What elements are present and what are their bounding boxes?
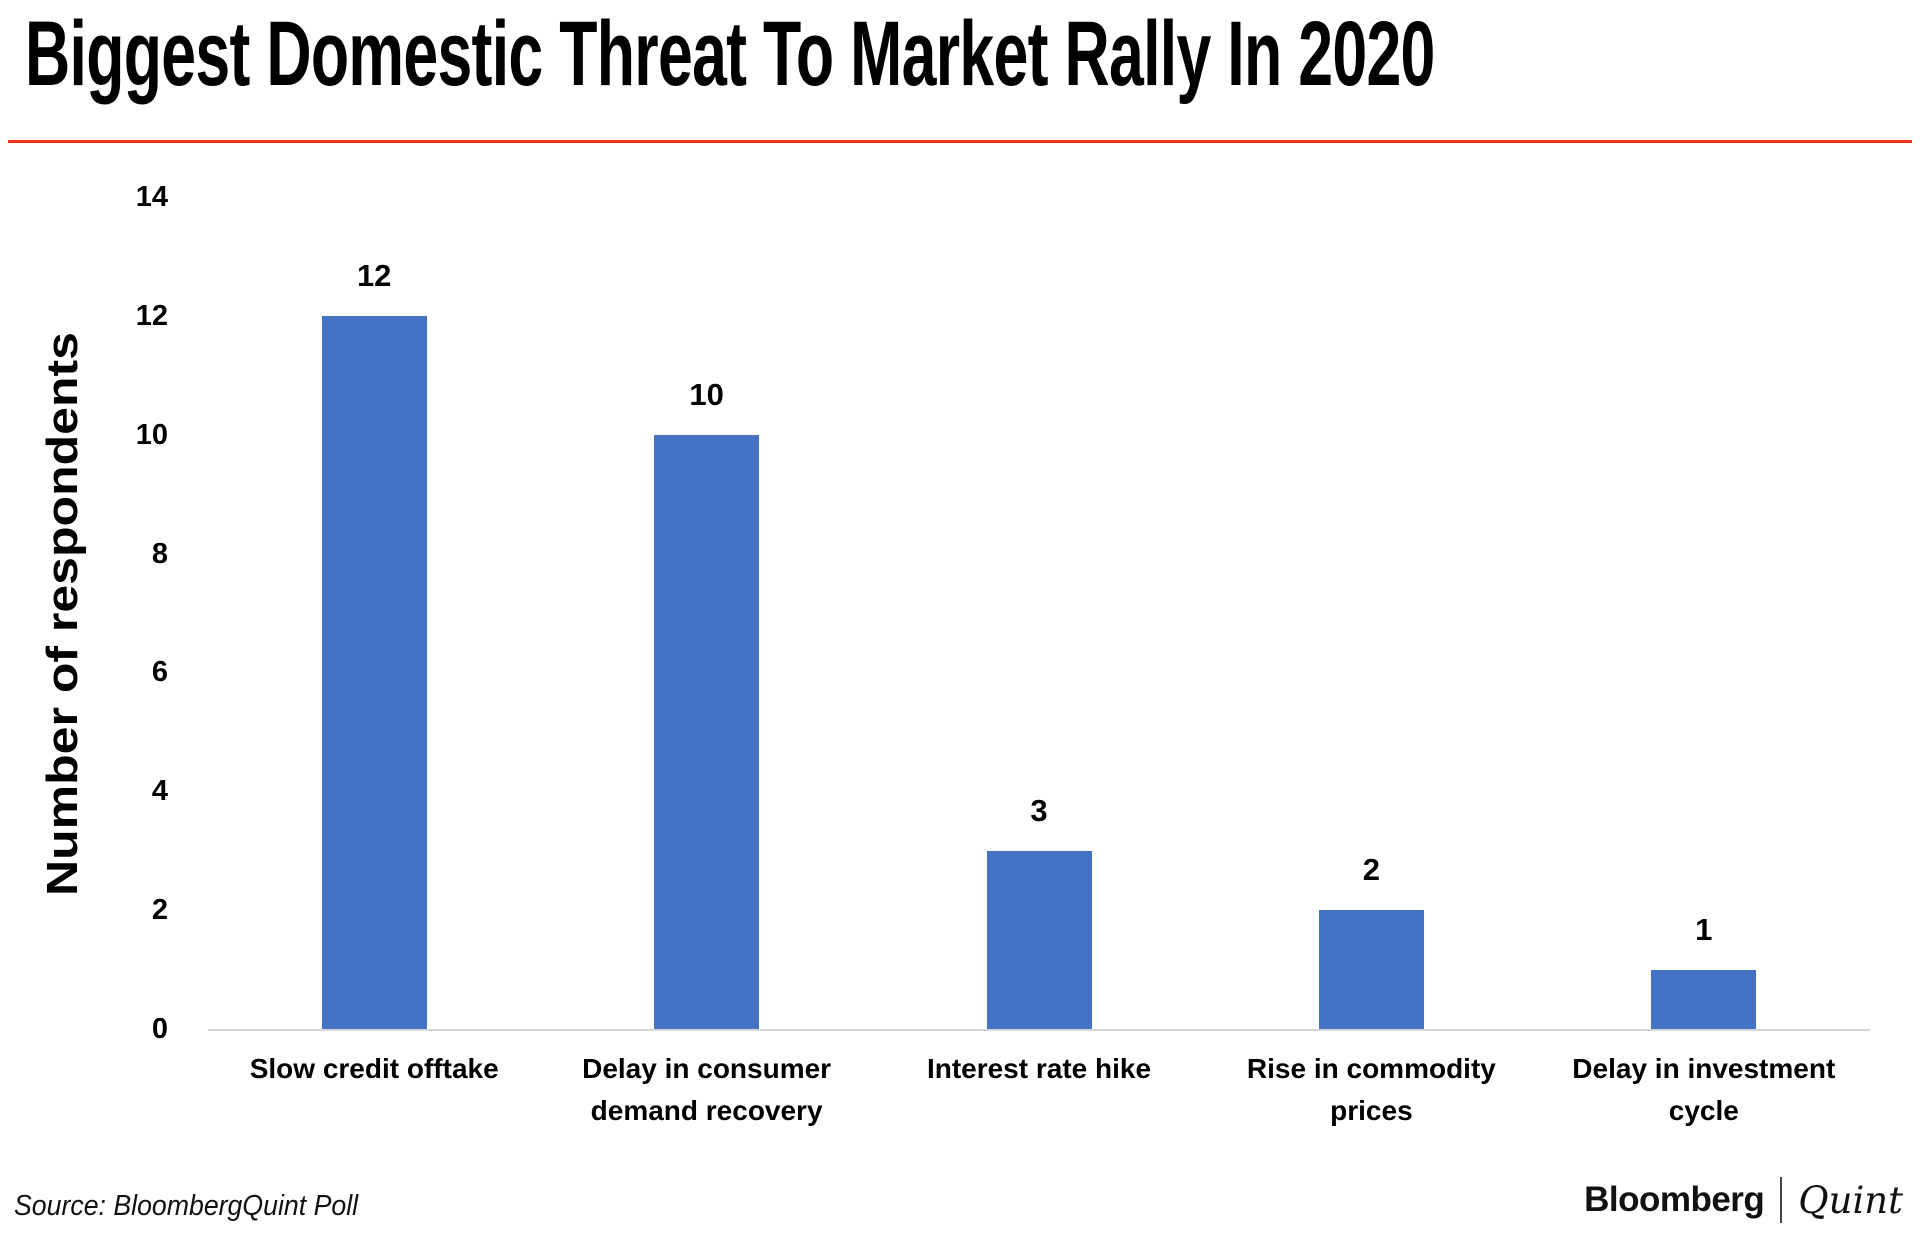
brand-separator-line: [1780, 1177, 1783, 1223]
bar: [1318, 910, 1424, 1029]
y-tick-label: 14: [135, 181, 168, 213]
y-tick-label: 6: [151, 656, 168, 689]
x-axis-line: [208, 1029, 1870, 1031]
bar: [321, 315, 427, 1029]
y-axis-title: Number of respondents: [37, 332, 87, 896]
bar: [1651, 969, 1757, 1029]
quint-logo: Quint: [1798, 1178, 1903, 1222]
bar: [654, 434, 760, 1029]
title-divider-line: [8, 140, 1912, 143]
y-tick-label: 0: [151, 1013, 168, 1045]
brand-lockup: Bloomberg Quint: [1584, 1172, 1903, 1228]
bar-value-label: 12: [356, 257, 392, 293]
chart-title: Biggest Domestic Threat To Market Rally …: [25, 3, 1435, 105]
y-tick-label: 8: [151, 537, 168, 570]
y-tick-label: 12: [135, 299, 168, 332]
x-category-label: Interest rate hike: [926, 1053, 1152, 1084]
x-category-label: Delay in consumer demand recovery: [582, 1053, 832, 1126]
bar-value-label: 1: [1695, 911, 1713, 947]
bar-value-label: 10: [689, 376, 724, 412]
x-category-label: Delay in investment cycle: [1572, 1053, 1836, 1126]
x-category-label: Rise in commodity prices: [1246, 1053, 1496, 1126]
bar-value-label: 2: [1362, 852, 1381, 888]
x-category-label: Slow credit offtake: [249, 1053, 499, 1084]
y-tick-label: 10: [135, 418, 168, 451]
y-tick-label: 4: [151, 775, 168, 808]
y-tick-label: 2: [151, 894, 168, 927]
bar: [986, 850, 1092, 1029]
bloomberg-logo: Bloomberg: [1584, 1180, 1765, 1219]
source-note: Source: BloombergQuint Poll: [14, 1190, 359, 1222]
bar-value-label: 3: [1030, 792, 1048, 828]
